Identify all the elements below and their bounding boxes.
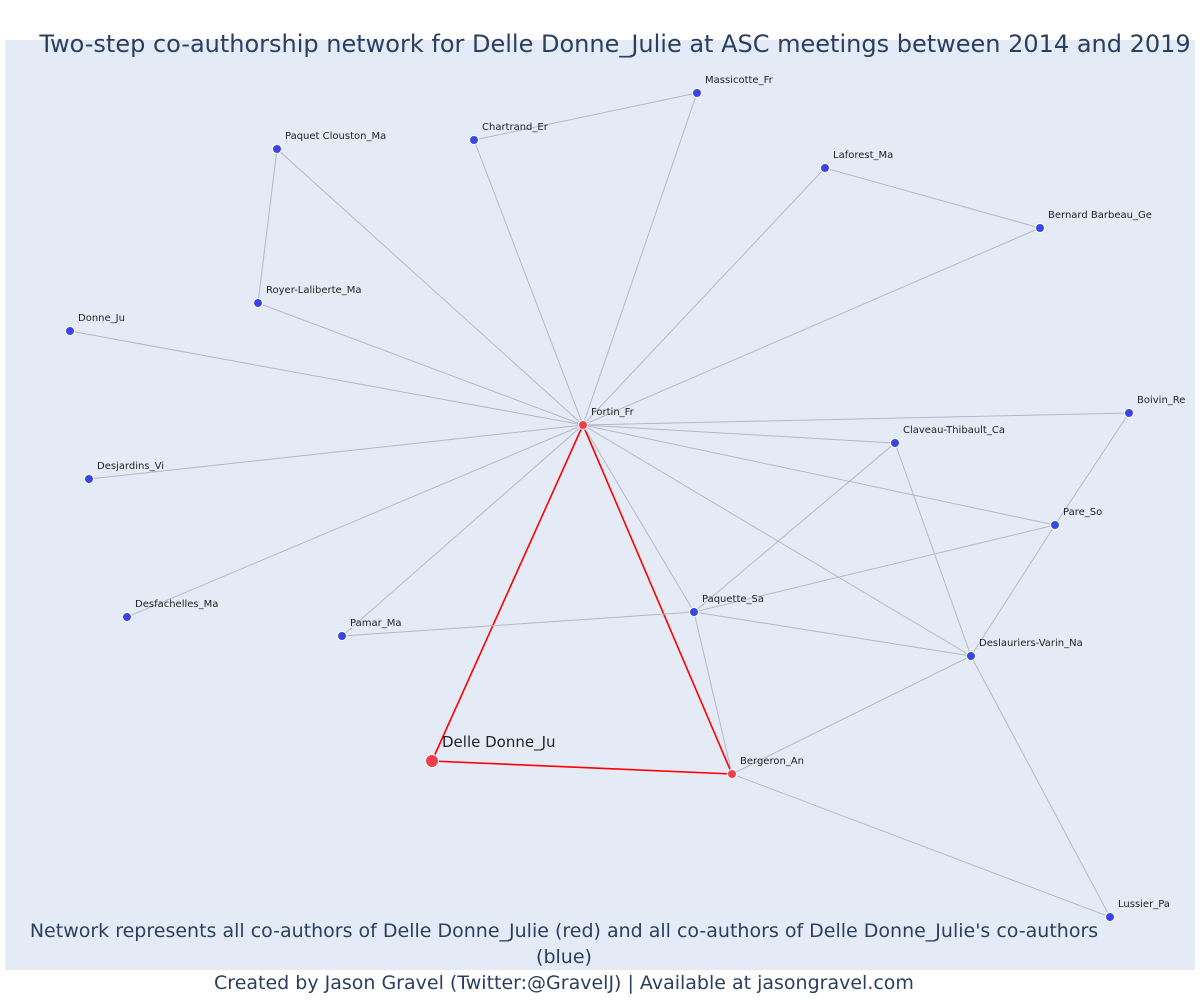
edge-chartrand-er-massicotte-fr [473,92,698,141]
node-label: Desfachelles_Ma [135,599,218,610]
chart-title: Two-step co-authorship network for Delle… [39,30,1191,58]
edge-delle-donne-ju-bergeron-an [431,760,733,775]
edge-laforest-ma-bernard-barbeau-ge [824,167,1041,229]
edge-fortin-fr-desfachelles-ma [126,424,584,618]
node-marker[interactable] [1105,912,1115,922]
edge-fortin-fr-pare-so [582,424,1056,526]
edge-pamar-ma-paquette-sa [341,611,695,637]
node-marker[interactable] [65,326,75,336]
node-marker[interactable] [890,438,900,448]
edge-fortin-fr-massicotte-fr [582,92,698,426]
node-donne-ju[interactable]: Donne_Ju [65,313,125,336]
node-marker[interactable] [966,651,976,661]
node-bernard-barbeau-ge[interactable]: Bernard Barbeau_Ge [1035,210,1152,233]
node-label: Donne_Ju [78,313,125,324]
node-label: Delle Donne_Ju [442,733,556,752]
edge-deslauriers-varin-na-lussier-pa [970,655,1111,918]
node-label: Lussier_Pa [1118,899,1170,910]
edge-paquette-sa-bergeron-an [693,611,733,775]
node-marker[interactable] [469,135,479,145]
node-label: Bernard Barbeau_Ge [1048,210,1152,221]
edge-paquet-clouston-ma-royer-laliberte-ma [257,148,278,304]
edge-paquette-sa-deslauriers-varin-na [693,611,972,657]
node-boivin-re[interactable]: Boivin_Re [1124,395,1186,418]
edge-boivin-re-pare-so [1054,412,1130,526]
edge-fortin-fr-bernard-barbeau-ge [582,227,1041,426]
node-label: Pamar_Ma [350,618,401,629]
node-desfachelles-ma[interactable]: Desfachelles_Ma [122,599,219,622]
edges-layer [69,92,1130,918]
node-bergeron-an[interactable]: Bergeron_An [727,756,804,779]
node-marker[interactable] [1050,520,1060,530]
node-label: Massicotte_Fr [705,75,774,86]
network-plot-area [5,40,1195,970]
node-marker[interactable] [1124,408,1134,418]
edge-claveau-thibault-ca-deslauriers-varin-na [894,442,972,657]
node-delle-donne-ju[interactable]: Delle Donne_Ju [425,733,556,768]
edge-fortin-fr-desjardins-vi [88,424,584,480]
node-pamar-ma[interactable]: Pamar_Ma [337,618,402,641]
node-label: Boivin_Re [1137,395,1185,406]
edge-fortin-fr-laforest-ma [582,167,826,426]
chart-caption: Network represents all co-authors of Del… [0,918,1128,996]
node-fortin-fr[interactable]: Fortin_Fr [578,407,635,430]
edge-claveau-thibault-ca-paquette-sa [693,442,896,613]
node-label: Pare_So [1063,507,1102,518]
node-lussier-pa[interactable]: Lussier_Pa [1105,899,1170,922]
edge-delle-donne-ju-fortin-fr [431,424,584,762]
edge-bergeron-an-lussier-pa [731,773,1111,918]
node-marker[interactable] [272,144,282,154]
node-label: Deslauriers-Varin_Na [979,638,1083,649]
node-label: Bergeron_An [740,756,804,767]
node-label: Paquet Clouston_Ma [285,131,386,142]
node-deslauriers-varin-na[interactable]: Deslauriers-Varin_Na [966,638,1083,661]
caption-line-1: Network represents all co-authors of Del… [29,920,1099,968]
node-paquet-clouston-ma[interactable]: Paquet Clouston_Ma [272,131,387,154]
node-label: Claveau-Thibault_Ca [903,425,1005,436]
edge-fortin-fr-bergeron-an [582,424,733,775]
node-chartrand-er[interactable]: Chartrand_Er [469,122,549,145]
node-label: Chartrand_Er [482,122,549,133]
node-marker[interactable] [689,607,699,617]
node-laforest-ma[interactable]: Laforest_Ma [820,150,894,173]
node-royer-laliberte-ma[interactable]: Royer-Laliberte_Ma [253,285,362,308]
node-label: Desjardins_Vi [97,461,164,472]
node-pare-so[interactable]: Pare_So [1050,507,1103,530]
node-marker[interactable] [578,420,588,430]
nodes-layer: Delle Donne_Ju Fortin_Fr Bergeron_An Massic… [65,75,1186,922]
node-label: Fortin_Fr [591,407,635,418]
edge-bergeron-an-deslauriers-varin-na [731,655,972,775]
edge-pare-so-paquette-sa [693,524,1056,613]
edge-fortin-fr-paquet-clouston-ma [276,148,584,426]
node-marker[interactable] [820,163,830,173]
node-marker[interactable] [1035,223,1045,233]
node-label: Laforest_Ma [833,150,893,161]
edge-pare-so-deslauriers-varin-na [970,524,1056,657]
edge-fortin-fr-pamar-ma [341,424,584,637]
edge-fortin-fr-boivin-re [582,412,1130,426]
node-massicotte-fr[interactable]: Massicotte_Fr [692,75,774,98]
node-paquette-sa[interactable]: Paquette_Sa [689,594,765,617]
node-marker[interactable] [84,474,94,484]
node-label: Paquette_Sa [702,594,764,605]
edge-fortin-fr-deslauriers-varin-na [582,424,972,657]
caption-line-2: Created by Jason Gravel (Twitter:@Gravel… [214,972,914,994]
node-marker[interactable] [337,631,347,641]
node-marker[interactable] [425,754,439,768]
node-label: Royer-Laliberte_Ma [266,285,361,296]
node-marker[interactable] [122,612,132,622]
edge-fortin-fr-claveau-thibault-ca [582,424,896,444]
node-desjardins-vi[interactable]: Desjardins_Vi [84,461,164,484]
edge-fortin-fr-chartrand-er [473,139,584,426]
node-marker[interactable] [253,298,263,308]
node-claveau-thibault-ca[interactable]: Claveau-Thibault_Ca [890,425,1005,448]
edge-fortin-fr-royer-laliberte-ma [257,302,584,426]
edge-fortin-fr-donne-ju [69,330,584,426]
edge-fortin-fr-paquette-sa [582,424,695,613]
node-marker[interactable] [727,769,737,779]
node-marker[interactable] [692,88,702,98]
